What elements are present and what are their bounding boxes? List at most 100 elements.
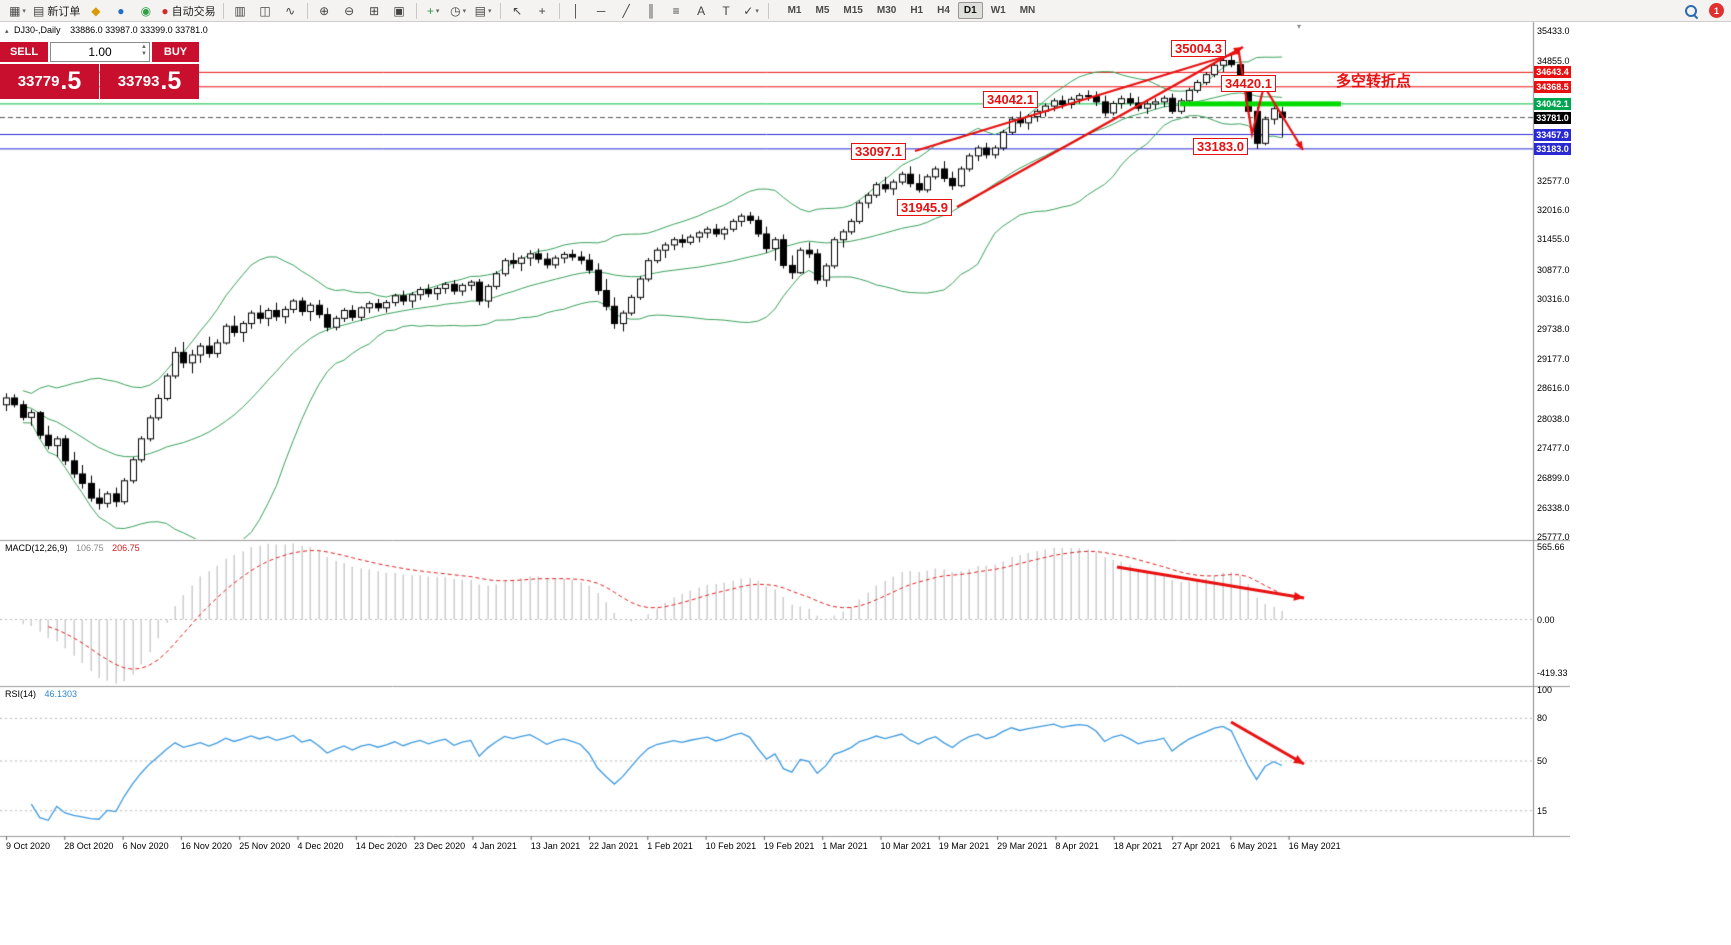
strategy-tester-button[interactable]: ◆ [83, 1, 108, 20]
rsi-axis-tick: 100 [1537, 685, 1553, 695]
auto-trading-button[interactable]: ● 自动交易 [158, 1, 218, 20]
timeframe-group: M1 M5 M15 M30 H1 H4 D1 W1 MN [781, 2, 1043, 19]
search-icon [1684, 4, 1698, 19]
community-icon: ◉ [140, 3, 152, 18]
date-label: 13 Jan 2021 [530, 841, 581, 851]
date-label: 16 May 2021 [1288, 841, 1341, 851]
shapes-button[interactable]: ✓ ▾ [739, 1, 764, 20]
panel-toggle-icon[interactable]: ▴ [5, 28, 9, 35]
strategy-tester-icon: ◆ [91, 3, 101, 18]
price-axis-tick: 34855.0 [1537, 56, 1570, 67]
chart-shift-marker[interactable]: ▾ [1297, 22, 1302, 31]
date-label: 19 Feb 2021 [763, 841, 815, 851]
date-label: 6 May 2021 [1230, 841, 1278, 851]
volume-input[interactable]: 1.00 ▲ ▼ [50, 42, 150, 62]
fibonacci-button[interactable]: ≡ [664, 1, 689, 20]
bar-chart-button[interactable]: ▥ [228, 1, 253, 20]
date-label: 14 Dec 2020 [355, 841, 407, 851]
main-toolbar: ▦ ▾ ▤ 新订单 ◆ ● ◉ ● 自动交易 ▥ ◫ ∿ ⊕ ⊖ ⊞ ▣ + [0, 0, 1731, 22]
channel-button[interactable]: ║ [639, 1, 664, 20]
arrange-windows-button[interactable]: ▣ [387, 1, 412, 20]
date-label: 25 Nov 2020 [239, 841, 291, 851]
new-order-label: 新订单 [47, 5, 81, 18]
timeframe-d1[interactable]: D1 [957, 2, 983, 19]
new-order-button[interactable]: ▤ 新订单 [30, 1, 83, 20]
profiles-button[interactable]: ◷ ▾ [446, 1, 471, 20]
text-button[interactable]: A [689, 1, 714, 20]
timeframe-m15[interactable]: M15 [843, 5, 863, 16]
text-label-button[interactable]: T [714, 1, 739, 20]
toolbar-separator [558, 2, 560, 19]
toolbar-separator [415, 2, 417, 19]
price-axis-tick: 29177.0 [1537, 353, 1570, 364]
tile-windows-button[interactable]: ⊞ [362, 1, 387, 20]
buy-button[interactable]: BUY [152, 42, 199, 62]
chart-window-icon: ▦ [9, 3, 21, 18]
timeframe-mn[interactable]: MN [1019, 5, 1036, 16]
price-annotation: 35004.3 [1171, 40, 1226, 57]
sell-price-button[interactable]: 33779 .5 [0, 64, 99, 99]
price-level-box: 34042.1 [1534, 97, 1571, 110]
line-chart-button[interactable]: ∿ [278, 1, 303, 20]
cursor-button[interactable]: ↖ [505, 1, 530, 20]
crosshair-icon: + [538, 3, 546, 18]
date-label: 27 Apr 2021 [1172, 841, 1221, 851]
horizontal-line-button[interactable]: ─ [589, 1, 614, 20]
tile-windows-icon: ⊞ [369, 3, 380, 18]
horizontal-line-icon: ─ [596, 3, 606, 18]
price-axis-tick: 32016.0 [1537, 205, 1570, 216]
volume-up-button[interactable]: ▲ [141, 44, 147, 50]
window-menu-button[interactable]: ▦ ▾ [5, 1, 30, 20]
toolbar-separator [499, 2, 501, 19]
volume-down-button[interactable]: ▼ [141, 51, 147, 57]
market-icon: ● [117, 3, 125, 18]
price-axis-tick: 28038.0 [1537, 413, 1570, 424]
timeframe-m5[interactable]: M5 [815, 5, 830, 16]
date-label: 1 Mar 2021 [822, 841, 868, 851]
toolbar-right-group: 1 [1678, 1, 1726, 20]
template-icon: ▤ [474, 3, 486, 18]
vertical-line-button[interactable]: │ [564, 1, 589, 20]
price-annotation: 34042.1 [983, 91, 1038, 108]
trendline-icon: ╱ [622, 3, 630, 18]
fibonacci-icon: ≡ [672, 3, 680, 18]
candlestick-chart-button[interactable]: ◫ [253, 1, 278, 20]
price-axis-tick: 32577.0 [1537, 175, 1570, 186]
templates-button[interactable]: ▤ ▾ [471, 1, 496, 20]
date-label: 28 Oct 2020 [64, 841, 114, 851]
macd-axis-tick: 0.00 [1537, 614, 1555, 625]
zoom-in-button[interactable]: ⊕ [312, 1, 337, 20]
timeframe-m1[interactable]: M1 [787, 5, 802, 16]
trendline-button[interactable]: ╱ [614, 1, 639, 20]
price-axis-tick: 29738.0 [1537, 324, 1570, 335]
new-chart-button[interactable]: + ▾ [421, 1, 446, 20]
channel-icon: ║ [646, 3, 656, 18]
toolbar-separator [306, 2, 308, 19]
buy-price-main: 33793 [117, 73, 160, 90]
price-level-box: 33457.9 [1534, 128, 1571, 141]
zoom-in-icon: ⊕ [319, 3, 330, 18]
timeframe-m30[interactable]: M30 [876, 5, 897, 16]
date-label: 4 Dec 2020 [297, 841, 344, 851]
market-button[interactable]: ● [108, 1, 133, 20]
price-level-box: 34643.4 [1534, 66, 1571, 79]
timeframe-h1[interactable]: H1 [910, 5, 924, 16]
date-label: 4 Jan 2021 [472, 841, 517, 851]
notification-badge[interactable]: 1 [1709, 3, 1724, 18]
chart-canvas[interactable] [0, 0, 1570, 860]
timeframe-w1[interactable]: W1 [990, 5, 1006, 16]
candlestick-icon: ◫ [259, 3, 271, 18]
date-label: 6 Nov 2020 [122, 841, 169, 851]
text-label-icon: T [722, 3, 730, 18]
sell-button[interactable]: SELL [0, 42, 48, 62]
community-button[interactable]: ◉ [133, 1, 158, 20]
zoom-out-button[interactable]: ⊖ [337, 1, 362, 20]
search-button[interactable] [1678, 1, 1703, 20]
price-axis-tick: 28616.0 [1537, 383, 1570, 394]
date-label: 22 Jan 2021 [589, 841, 639, 851]
crosshair-button[interactable]: + [530, 1, 555, 20]
date-label: 19 Mar 2021 [938, 841, 990, 851]
buy-price-button[interactable]: 33793 .5 [100, 64, 199, 99]
timeframe-h4[interactable]: H4 [937, 5, 950, 16]
